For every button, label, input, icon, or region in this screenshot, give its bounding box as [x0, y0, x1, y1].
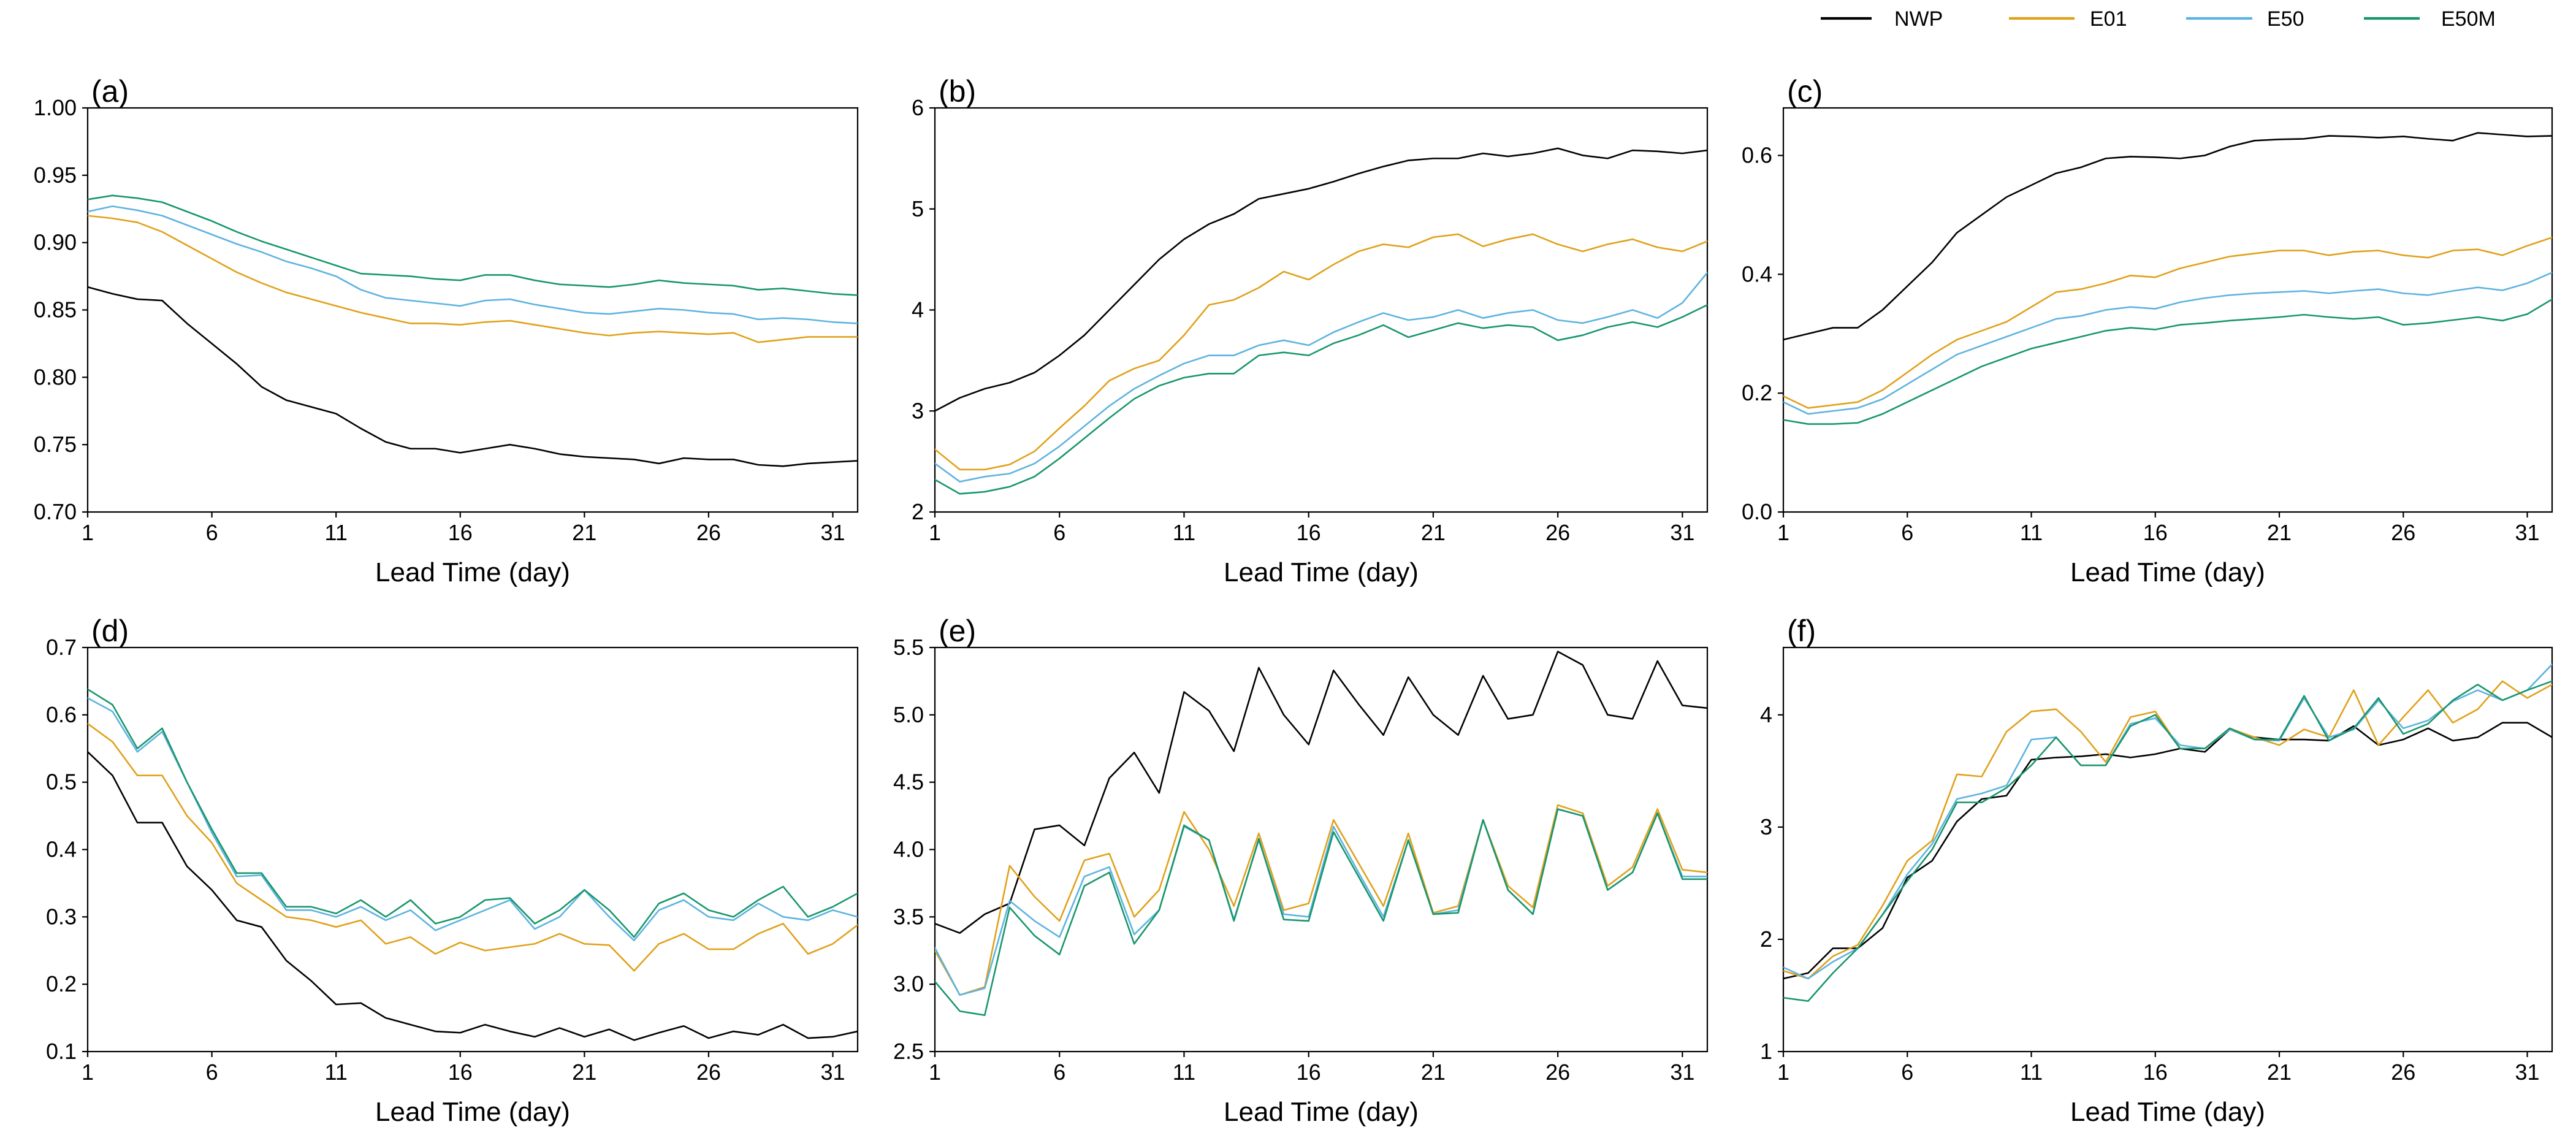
svg-text:16: 16	[2143, 1060, 2168, 1085]
svg-text:3.5: 3.5	[893, 904, 924, 929]
svg-text:0.2: 0.2	[1742, 380, 1772, 405]
svg-text:3.0: 3.0	[893, 971, 924, 996]
svg-text:6: 6	[912, 95, 924, 120]
svg-text:2: 2	[1760, 926, 1772, 952]
svg-text:0.2: 0.2	[46, 971, 77, 996]
svg-text:4: 4	[912, 297, 924, 323]
svg-text:0.85: 0.85	[34, 297, 77, 323]
svg-text:E01: E01	[2090, 7, 2127, 31]
svg-text:(b): (b)	[939, 74, 976, 109]
svg-text:5.0: 5.0	[893, 702, 924, 727]
svg-text:1: 1	[82, 520, 94, 545]
svg-text:1.00: 1.00	[34, 95, 77, 120]
svg-text:11: 11	[1173, 1060, 1195, 1085]
svg-text:5: 5	[912, 196, 924, 221]
svg-text:26: 26	[1545, 1060, 1570, 1085]
svg-text:0.1: 0.1	[46, 1039, 77, 1064]
svg-text:0.5: 0.5	[46, 770, 77, 795]
svg-text:0.75: 0.75	[34, 432, 77, 457]
svg-text:26: 26	[2391, 520, 2415, 545]
svg-text:0.6: 0.6	[1742, 143, 1772, 168]
svg-text:0.90: 0.90	[34, 230, 77, 255]
svg-text:16: 16	[1297, 1060, 1321, 1085]
svg-text:21: 21	[1421, 520, 1446, 545]
svg-text:2.5: 2.5	[893, 1039, 924, 1064]
svg-text:Lead Time (day): Lead Time (day)	[2070, 557, 2265, 587]
svg-text:3: 3	[912, 398, 924, 423]
svg-text:11: 11	[2020, 520, 2043, 545]
svg-text:0.7: 0.7	[46, 635, 77, 660]
svg-text:21: 21	[572, 1060, 596, 1085]
svg-text:16: 16	[448, 1060, 473, 1085]
svg-text:1: 1	[929, 1060, 941, 1085]
svg-text:21: 21	[572, 520, 596, 545]
svg-text:0.6: 0.6	[46, 702, 77, 727]
svg-text:(d): (d)	[91, 614, 129, 648]
svg-text:0.95: 0.95	[34, 162, 77, 188]
svg-text:6: 6	[206, 1060, 218, 1085]
svg-text:1: 1	[1777, 1060, 1789, 1085]
svg-text:26: 26	[1545, 520, 1570, 545]
svg-text:11: 11	[2020, 1060, 2043, 1085]
svg-text:E50: E50	[2267, 7, 2304, 31]
svg-text:(a): (a)	[91, 74, 129, 109]
svg-text:0.4: 0.4	[46, 837, 77, 862]
svg-text:0.70: 0.70	[34, 499, 77, 524]
svg-text:3: 3	[1760, 814, 1772, 839]
svg-text:31: 31	[1670, 1060, 1694, 1085]
svg-text:21: 21	[1421, 1060, 1446, 1085]
svg-text:31: 31	[1670, 520, 1694, 545]
svg-text:0.0: 0.0	[1742, 499, 1772, 524]
svg-text:31: 31	[820, 520, 845, 545]
svg-text:21: 21	[2267, 1060, 2292, 1085]
svg-text:4.0: 4.0	[893, 837, 924, 862]
svg-text:4: 4	[1760, 702, 1772, 727]
svg-text:31: 31	[2515, 1060, 2540, 1085]
svg-text:6: 6	[1901, 1060, 1913, 1085]
svg-text:1: 1	[1777, 520, 1789, 545]
svg-text:(f): (f)	[1787, 614, 1816, 648]
svg-text:31: 31	[2515, 520, 2540, 545]
svg-text:(e): (e)	[939, 614, 976, 648]
svg-text:NWP: NWP	[1894, 7, 1943, 31]
svg-text:21: 21	[2267, 520, 2292, 545]
svg-text:16: 16	[1297, 520, 1321, 545]
svg-text:0.80: 0.80	[34, 364, 77, 389]
svg-text:11: 11	[324, 520, 347, 545]
svg-text:31: 31	[820, 1060, 845, 1085]
svg-text:Lead Time (day): Lead Time (day)	[375, 557, 570, 587]
svg-text:26: 26	[696, 1060, 721, 1085]
svg-text:6: 6	[1053, 1060, 1065, 1085]
svg-text:1: 1	[929, 520, 941, 545]
svg-text:(c): (c)	[1787, 74, 1823, 109]
svg-text:E50M: E50M	[2441, 7, 2496, 31]
svg-text:11: 11	[324, 1060, 347, 1085]
svg-text:Lead Time (day): Lead Time (day)	[1224, 557, 1419, 587]
svg-text:1: 1	[82, 1060, 94, 1085]
svg-text:1: 1	[1760, 1039, 1772, 1064]
svg-text:11: 11	[1173, 520, 1195, 545]
svg-text:26: 26	[2391, 1060, 2415, 1085]
svg-text:Lead Time (day): Lead Time (day)	[2070, 1097, 2265, 1127]
svg-text:6: 6	[1901, 520, 1913, 545]
svg-text:Lead Time (day): Lead Time (day)	[375, 1097, 570, 1127]
svg-text:6: 6	[1053, 520, 1065, 545]
svg-text:16: 16	[2143, 520, 2168, 545]
svg-text:5.5: 5.5	[893, 635, 924, 660]
svg-text:2: 2	[912, 499, 924, 524]
svg-text:6: 6	[206, 520, 218, 545]
svg-text:Lead Time (day): Lead Time (day)	[1224, 1097, 1419, 1127]
svg-text:16: 16	[448, 520, 473, 545]
svg-text:4.5: 4.5	[893, 770, 924, 795]
svg-text:0.4: 0.4	[1742, 261, 1772, 286]
svg-text:26: 26	[696, 520, 721, 545]
svg-text:0.3: 0.3	[46, 904, 77, 929]
